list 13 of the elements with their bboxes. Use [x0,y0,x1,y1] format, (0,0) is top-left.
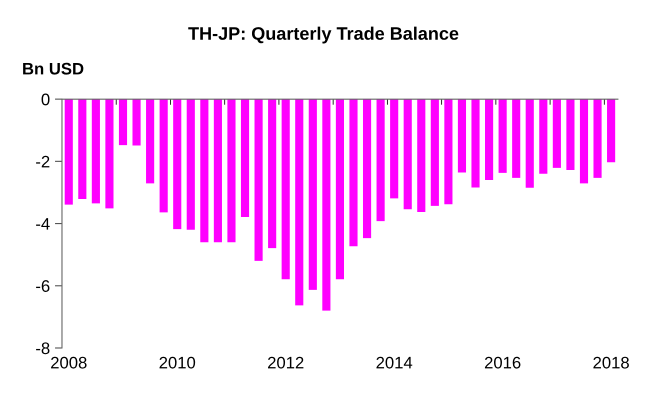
x-tick-label: 2010 [160,356,196,369]
y-tick-label: -8 [36,342,50,354]
y-axis-title: Bn USD [23,62,84,75]
x-tick-label: 2012 [268,356,304,369]
x-tick-label: 2014 [376,356,412,369]
x-tick-label: 2008 [51,356,87,369]
x-tick-label: 2016 [484,356,520,369]
y-tick-label: -2 [36,156,50,168]
y-tick-label: -6 [36,280,50,292]
y-tick-label: -4 [36,218,50,230]
chart-title: TH-JP: Quarterly Trade Balance [188,26,458,44]
x-tick-label: 2018 [593,356,629,369]
y-tick-label: 0 [42,94,50,106]
